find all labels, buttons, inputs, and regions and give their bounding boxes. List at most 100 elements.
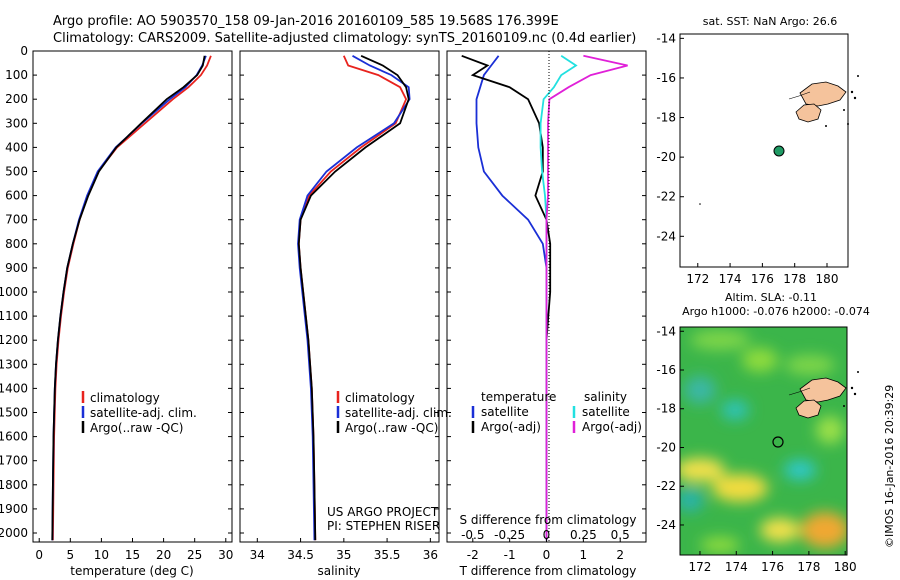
series-line-argo-adj bbox=[461, 54, 552, 541]
series-line-climatology bbox=[52, 55, 212, 541]
x-tick-label: 0 bbox=[35, 548, 43, 562]
temperature-xlabel: temperature (deg C) bbox=[70, 564, 193, 578]
island-dot bbox=[857, 371, 859, 373]
sla-patch bbox=[721, 400, 749, 420]
island-dot bbox=[843, 109, 845, 111]
depth-tick-label: 1200 bbox=[0, 333, 28, 347]
depth-tick-label: 1500 bbox=[0, 406, 28, 420]
temperature-x-ticks: 0 5 10 15 20 25 30 bbox=[35, 538, 233, 562]
sla-map-title-line1: Altim. SLA: -0.11 bbox=[725, 291, 817, 304]
sst-map-frame bbox=[679, 33, 849, 268]
lat-tick-label: -24 bbox=[656, 518, 676, 532]
x-tick-label: 0 bbox=[543, 528, 551, 542]
legend-satellite-label: satellite-adj. clim. bbox=[90, 406, 197, 420]
figure-title-line2: Climatology: CARS2009. Satellite-adjuste… bbox=[53, 31, 636, 46]
depth-tick-label: 800 bbox=[5, 237, 28, 251]
legend-temperature-heading: temperature bbox=[481, 390, 556, 404]
legend-s-argo-label: Argo(-adj) bbox=[582, 420, 642, 434]
t-difference-xlabel: T difference from climatology bbox=[459, 564, 637, 578]
lon-tick-label: 180 bbox=[834, 560, 857, 574]
salinity-xlabel: salinity bbox=[317, 564, 360, 578]
depth-tick-label: 1900 bbox=[0, 502, 28, 516]
depth-tick-label: 1300 bbox=[0, 357, 28, 371]
fiji-islands-top bbox=[699, 75, 859, 205]
island-dot bbox=[825, 125, 827, 127]
lat-tick-label: -14 bbox=[656, 31, 676, 45]
x-tick-label: 20 bbox=[156, 548, 171, 562]
lon-tick-label: 180 bbox=[816, 272, 839, 286]
reef-outline bbox=[788, 387, 811, 396]
s-difference-x-ticks: -0.5 -0.25 0 0.25 0.5 bbox=[461, 528, 630, 542]
island-dot bbox=[850, 90, 854, 94]
lat-tick-label: -24 bbox=[656, 229, 676, 243]
sla-heatmap bbox=[680, 327, 847, 555]
island-dot bbox=[850, 386, 854, 390]
depth-axis: 0 100 200 300 400 500 600 700 800 900 1000 1100 1200… bbox=[0, 44, 646, 540]
sst-map-ticks: -14 -16 -18 -20 -22 -24 172 174 176 178 180 bbox=[656, 31, 838, 286]
lat-tick-label: -22 bbox=[656, 479, 676, 493]
island-dot bbox=[847, 123, 849, 125]
lon-tick-label: 172 bbox=[686, 272, 709, 286]
x-tick-label: -2 bbox=[467, 548, 479, 562]
sla-map-frame bbox=[679, 326, 848, 556]
series-line-satellite bbox=[475, 55, 548, 541]
sla-patch bbox=[684, 376, 716, 404]
x-tick-label: 15 bbox=[125, 548, 140, 562]
depth-tick-label: 1100 bbox=[0, 309, 28, 323]
sla-patch bbox=[712, 474, 768, 502]
x-tick-label: 30 bbox=[218, 548, 233, 562]
legend-t-argo-label: Argo(-adj) bbox=[481, 420, 541, 434]
x-tick-label: 0.25 bbox=[570, 528, 597, 542]
sla-map-title-line2: Argo h1000: -0.076 h2000: -0.074 bbox=[682, 305, 870, 318]
x-tick-label: 35.5 bbox=[374, 548, 401, 562]
sla-patch bbox=[784, 460, 816, 480]
legend-satellite-label: satellite-adj. clim. bbox=[345, 406, 452, 420]
legend-salinity-heading: salinity bbox=[584, 390, 627, 404]
legend-s-satellite-label: satellite bbox=[582, 405, 630, 419]
legend-t-satellite-label: satellite bbox=[481, 405, 529, 419]
sla-patch bbox=[801, 512, 847, 548]
lat-tick-label: -14 bbox=[656, 324, 676, 338]
argo-float-location-marker bbox=[773, 145, 785, 157]
island-viti-levu bbox=[795, 103, 822, 123]
depth-tick-label: 900 bbox=[5, 261, 28, 275]
depth-tick-label: 100 bbox=[5, 68, 28, 82]
depth-tick-label: 1400 bbox=[0, 381, 28, 395]
t-difference-x-ticks: -2 -1 0 1 2 bbox=[467, 538, 624, 562]
island-viti-levu bbox=[795, 399, 822, 419]
fiji-islands-bottom bbox=[788, 371, 859, 419]
lon-tick-label: 174 bbox=[725, 560, 748, 574]
lon-tick-label: 174 bbox=[719, 272, 742, 286]
x-tick-label: 5 bbox=[66, 548, 74, 562]
reef-outline bbox=[788, 91, 811, 100]
depth-tick-label: 400 bbox=[5, 140, 28, 154]
lat-tick-label: -16 bbox=[656, 71, 676, 85]
lat-tick-label: -16 bbox=[656, 363, 676, 377]
legend-climatology-label: climatology bbox=[345, 391, 415, 405]
series-line-argo-raw-qc bbox=[51, 55, 206, 541]
x-tick-label: 1 bbox=[580, 548, 588, 562]
depth-tick-label: 500 bbox=[5, 165, 28, 179]
lat-tick-label: -22 bbox=[656, 190, 676, 204]
island-dot bbox=[853, 392, 857, 396]
depth-tick-label: 200 bbox=[5, 92, 28, 106]
sla-map-ticks: -14 -16 -18 -20 -22 -24 172 174 176 178 180 bbox=[656, 324, 856, 574]
salinity-profile-lines bbox=[297, 54, 411, 541]
x-tick-label: 35 bbox=[336, 548, 351, 562]
pi-credit: PI: STEPHEN RISER bbox=[327, 519, 440, 533]
sla-patch bbox=[680, 458, 725, 482]
salinity-legend: climatology satellite-adj. clim. Argo(..… bbox=[336, 391, 452, 435]
x-tick-label: 34.5 bbox=[287, 548, 314, 562]
x-tick-label: -0.25 bbox=[494, 528, 525, 542]
temperature-legend: climatology satellite-adj. clim. Argo(..… bbox=[81, 391, 197, 435]
lon-tick-label: 176 bbox=[751, 272, 774, 286]
lat-tick-label: -18 bbox=[656, 402, 676, 416]
depth-tick-label: 300 bbox=[5, 116, 28, 130]
island-dot bbox=[857, 75, 859, 77]
depth-tick-label: 700 bbox=[5, 213, 28, 227]
temperature-profile-lines bbox=[51, 55, 212, 541]
x-tick-label: 0.5 bbox=[611, 528, 630, 542]
sla-patch bbox=[680, 488, 704, 512]
x-tick-label: 10 bbox=[94, 548, 109, 562]
legend-argo-label: Argo(..raw -QC) bbox=[90, 421, 183, 435]
